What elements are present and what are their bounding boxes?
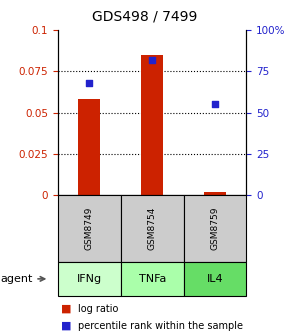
Text: log ratio: log ratio	[78, 304, 119, 314]
Text: IL4: IL4	[207, 274, 223, 284]
Text: ■: ■	[61, 304, 71, 314]
Point	[213, 101, 218, 107]
Bar	[204, 192, 226, 195]
Text: GSM8759: GSM8759	[211, 207, 220, 250]
Text: ■: ■	[61, 321, 71, 331]
Text: GSM8749: GSM8749	[85, 207, 94, 250]
Point	[150, 57, 155, 62]
Text: GSM8754: GSM8754	[148, 207, 157, 250]
Text: TNFa: TNFa	[139, 274, 166, 284]
Bar	[78, 99, 100, 195]
Text: IFNg: IFNg	[77, 274, 102, 284]
Bar	[141, 55, 163, 195]
Text: percentile rank within the sample: percentile rank within the sample	[78, 321, 243, 331]
Text: GDS498 / 7499: GDS498 / 7499	[92, 9, 198, 24]
Text: agent: agent	[0, 274, 45, 284]
Point	[87, 80, 92, 86]
